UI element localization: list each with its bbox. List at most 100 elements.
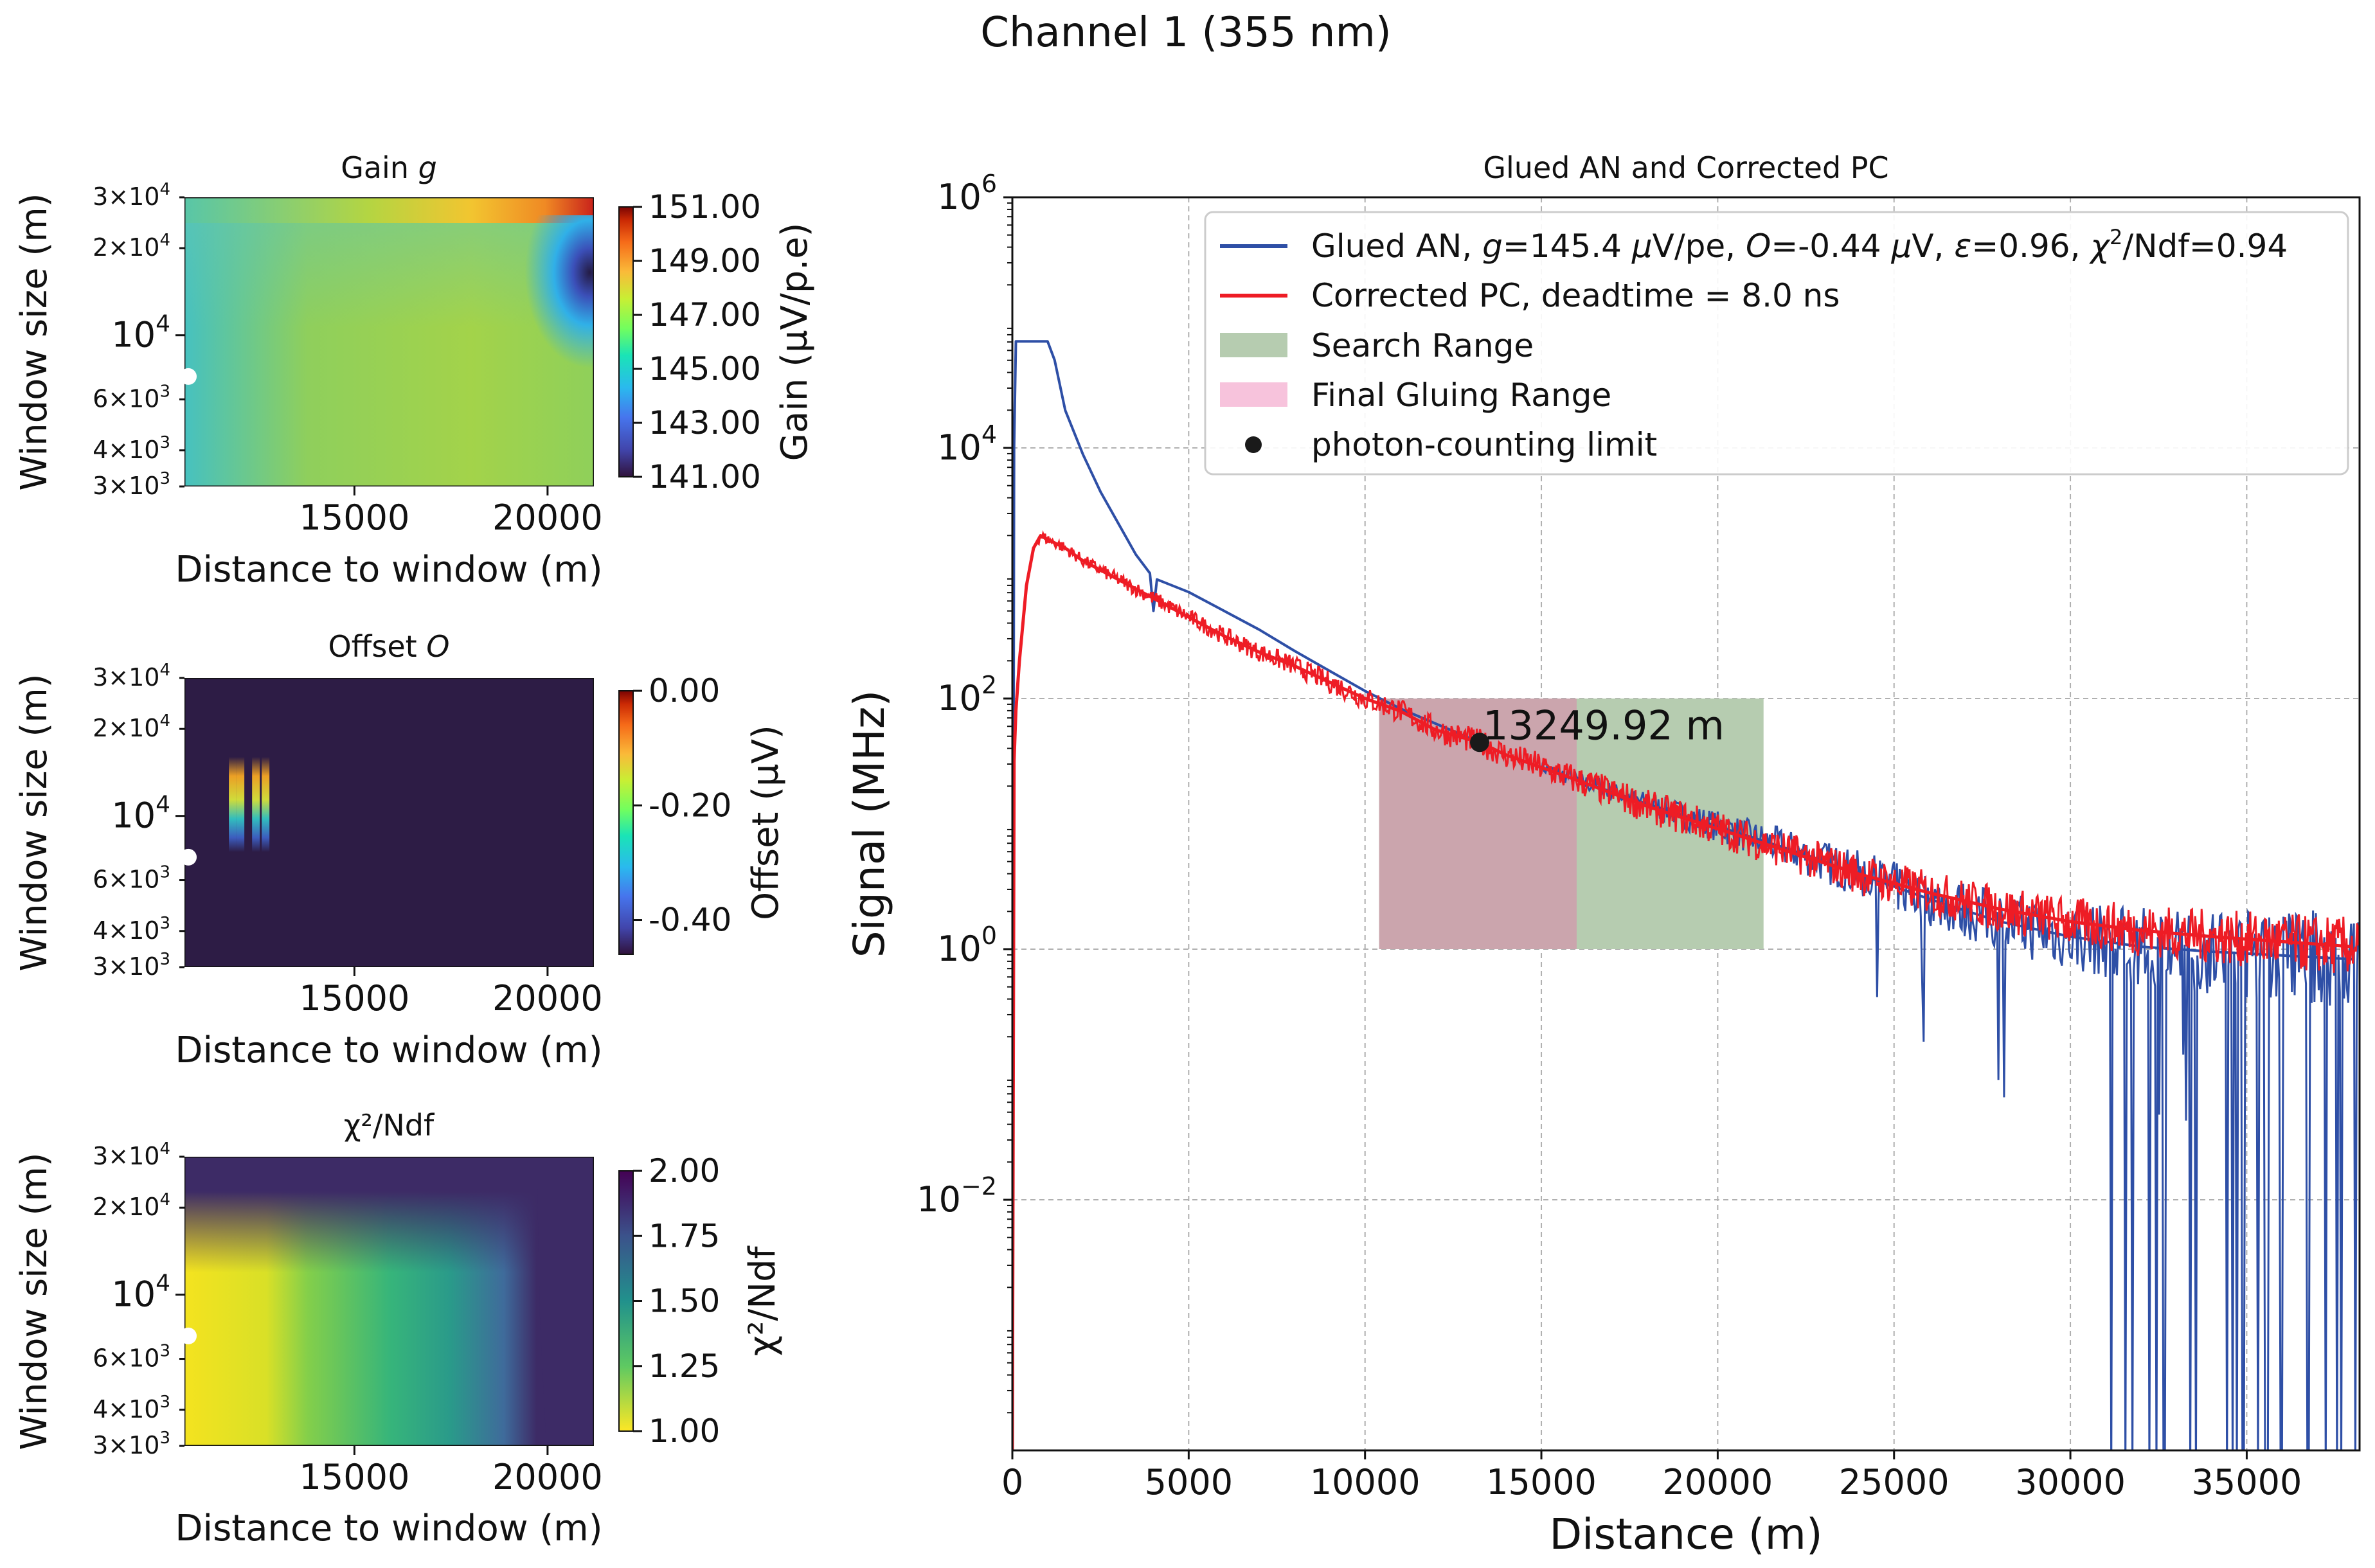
gain-x-axis: 15000 20000	[300, 486, 603, 538]
gain-xlabel: Distance to window (m)	[175, 549, 602, 591]
gain-xtick-label: 20000	[492, 497, 603, 538]
offset-ytick-label: 2×104	[93, 711, 170, 742]
signal-xlabel: Distance (m)	[1549, 1510, 1822, 1559]
chi2-ytick-label: 3×103	[93, 1429, 170, 1459]
chi2-xtick-label: 20000	[492, 1457, 603, 1497]
signal-plot-area: 13249.92 m	[1012, 340, 2360, 1450]
chi2-colorbar-ticks: 2.00 1.75 1.50 1.25 1.00	[633, 1152, 720, 1450]
offset-streaks	[229, 756, 270, 852]
gain-colorbar-tick-label: 143.00	[649, 404, 761, 441]
signal-ytick-label: 100	[937, 922, 997, 969]
gain-heatmap-cold-region	[450, 215, 594, 427]
legend-search-range-label: Search Range	[1311, 327, 1534, 364]
chi2-ytick-label: 6×103	[93, 1342, 170, 1373]
signal-xtick-label: 35000	[2192, 1462, 2302, 1502]
signal-x-axis: 0 5000 10000 15000 20000 25000 30000 35000	[1001, 1450, 2302, 1502]
chi2-colorbar-tick-label: 1.25	[649, 1348, 720, 1385]
chi2-x-axis: 15000 20000	[300, 1446, 603, 1497]
offset-y-axis: 3×103 4×103 6×103 104 2×104 3×104	[93, 661, 184, 981]
offset-title-symbol: O	[426, 629, 449, 664]
signal-xtick-label: 25000	[1839, 1462, 1949, 1502]
gain-xtick-label: 15000	[300, 497, 410, 538]
legend-photon-counting-limit-label: photon-counting limit	[1311, 426, 1657, 463]
offset-colorbar-ticks: 0.00 -0.20 -0.40	[633, 672, 731, 939]
offset-ytick-label: 3×104	[93, 661, 170, 691]
offset-xtick-label: 15000	[300, 978, 410, 1019]
offset-colorbar-label: Offset (µV)	[745, 725, 787, 920]
photon-counting-limit-marker	[1470, 733, 1490, 753]
gain-marker	[180, 368, 197, 385]
signal-xtick-label: 15000	[1486, 1462, 1597, 1502]
chi2-heatmap	[184, 1157, 594, 1446]
chi2-ytick-label: 2×104	[93, 1190, 170, 1221]
chi2-title: χ²/Ndf	[344, 1108, 435, 1143]
offset-colorbar-tick-label: 0.00	[649, 672, 720, 709]
chi2-colorbar-tick-label: 2.00	[649, 1152, 720, 1189]
offset-ylabel: Window size (m)	[13, 673, 55, 971]
gain-colorbar-ticks: 151.00 149.00 147.00 145.00 143.00 141.00	[633, 188, 761, 495]
chi2-ytick-label: 4×103	[93, 1393, 170, 1423]
signal-xtick-label: 20000	[1662, 1462, 1773, 1502]
signal-ytick-label: 10−2	[917, 1172, 997, 1220]
offset-streak	[262, 756, 270, 852]
chi2-panel: χ²/Ndf 15000 20000 3×103 4×103 6×103 104 2×10…	[13, 1108, 784, 1549]
offset-streak	[252, 756, 260, 852]
chi2-colorbar-tick-label: 1.75	[649, 1217, 720, 1254]
offset-title: Offset O	[328, 629, 449, 664]
chi2-heatmap-right-region	[537, 1157, 594, 1446]
offset-streak	[229, 756, 237, 852]
legend-search-range-swatch	[1220, 333, 1287, 357]
gain-colorbar-tick-label: 151.00	[649, 188, 761, 226]
gain-ylabel: Window size (m)	[13, 193, 55, 490]
chi2-y-axis: 3×103 4×103 6×103 104 2×104 3×104	[93, 1139, 184, 1459]
gain-ytick-label: 6×103	[93, 382, 170, 413]
gain-panel: Gain g 15000 20000 3×103 4×103 6×103 104 2×10…	[13, 150, 816, 591]
gain-title-text: Gain	[341, 150, 418, 185]
chi2-colorbar	[618, 1170, 634, 1432]
signal-title: Glued AN and Corrected PC	[1483, 150, 1888, 185]
legend-photon-counting-limit-swatch	[1245, 436, 1262, 453]
chi2-heatmap-top	[184, 1157, 594, 1446]
gain-title-symbol: g	[418, 150, 437, 185]
chi2-colorbar-label: χ²/Ndf	[742, 1245, 784, 1356]
gain-y-axis: 3×103 4×103 6×103 104 2×104 3×104	[93, 180, 184, 500]
gain-ytick-label: 3×104	[93, 180, 170, 211]
offset-panel: Offset O 15000 20000 3×103 4×103 6×103 104 2×…	[13, 629, 787, 1071]
chi2-ytick-label: 104	[111, 1270, 170, 1315]
offset-ytick-label: 104	[111, 792, 170, 836]
signal-ylabel: Signal (MHz)	[845, 690, 894, 958]
offset-marker	[180, 848, 197, 866]
gain-ytick-label: 4×103	[93, 433, 170, 464]
gain-colorbar-tick-label: 147.00	[649, 296, 761, 334]
legend: Glued AN, g=145.4 µV/pe, O=-0.44 µV, ε=0…	[1204, 211, 2349, 476]
offset-ytick-label: 4×103	[93, 914, 170, 945]
signal-xtick-label: 10000	[1310, 1462, 1421, 1502]
signal-xtick-label: 5000	[1145, 1462, 1233, 1502]
gain-ytick-label: 3×103	[93, 469, 170, 500]
figure-title: Channel 1 (355 nm)	[980, 9, 1392, 57]
offset-xlabel: Distance to window (m)	[175, 1029, 602, 1071]
legend-final-gluing-range-swatch	[1220, 382, 1287, 407]
chi2-xtick-label: 15000	[300, 1457, 410, 1497]
offset-colorbar	[618, 690, 634, 955]
gain-ytick-label: 2×104	[93, 231, 170, 262]
signal-frame	[1011, 196, 2361, 1452]
offset-ytick-label: 6×103	[93, 863, 170, 894]
signal-xtick-label: 0	[1001, 1462, 1023, 1502]
gain-colorbar-tick-label: 141.00	[649, 458, 761, 495]
signal-panel: Glued AN and Corrected PC 13249.92 m 0 50…	[845, 150, 2361, 1559]
chi2-colorbar-tick-label: 1.50	[649, 1283, 720, 1320]
offset-x-axis: 15000 20000	[300, 967, 603, 1019]
gain-colorbar-tick-label: 145.00	[649, 350, 761, 388]
gain-ytick-label: 104	[111, 311, 170, 355]
photon-counting-limit-label: 13249.92 m	[1483, 702, 1725, 749]
legend-glued-an-label: Glued AN, g=145.4 µV/pe, O=-0.44 µV, ε=0…	[1311, 225, 2288, 265]
signal-ytick-label: 102	[937, 671, 997, 718]
offset-streak	[237, 756, 245, 852]
signal-y-axis: 106 104 102 100 10−2	[917, 170, 1012, 1414]
chi2-ytick-label: 3×104	[93, 1139, 170, 1170]
chi2-xlabel: Distance to window (m)	[175, 1508, 602, 1549]
offset-heatmap-base	[184, 678, 594, 967]
gain-colorbar-label: Gain (µV/p.e)	[774, 223, 816, 461]
